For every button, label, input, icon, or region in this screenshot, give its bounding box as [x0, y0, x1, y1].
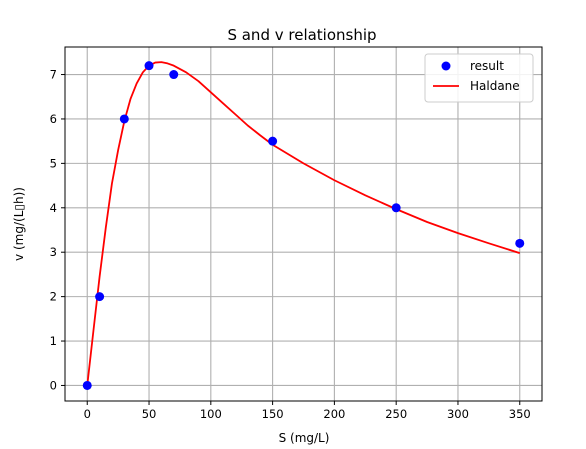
x-axis-label: S (mg/L) — [279, 431, 330, 445]
chart-title: S and v relationship — [227, 26, 376, 44]
x-tick-label: 0 — [84, 407, 91, 421]
x-tick-label: 50 — [142, 407, 157, 421]
x-tick-label: 100 — [200, 407, 222, 421]
y-tick-label: 0 — [50, 378, 57, 392]
data-point-result — [515, 238, 525, 248]
series-line-haldane — [86, 61, 521, 386]
ticks: 0 50 100 150 200 250 300 350 0 1 2 3 4 5 6 7 — [50, 68, 531, 421]
series-layer — [82, 61, 525, 390]
x-tick-label: 350 — [509, 407, 531, 421]
legend-label-result: result — [470, 59, 504, 73]
x-tick-label: 150 — [262, 407, 284, 421]
y-tick-label: 7 — [50, 68, 57, 82]
data-point-result — [95, 292, 105, 302]
y-axis-label: v (mg/(L▯h)) — [12, 187, 26, 261]
data-point-result — [82, 380, 92, 390]
legend-marker-result — [441, 61, 451, 71]
data-point-result — [119, 114, 129, 124]
x-tick-label: 250 — [385, 407, 407, 421]
data-point-result — [391, 203, 401, 213]
legend-label-haldane: Haldane — [470, 79, 520, 93]
y-tick-label: 4 — [50, 201, 57, 215]
y-tick-label: 6 — [50, 112, 57, 126]
y-tick-label: 2 — [50, 290, 57, 304]
data-point-result — [268, 136, 278, 146]
plot-frame — [64, 46, 543, 402]
data-point-result — [144, 61, 154, 71]
data-point-result — [169, 70, 179, 80]
x-tick-label: 300 — [447, 407, 469, 421]
legend: result Haldane — [424, 53, 534, 103]
y-tick-label: 3 — [50, 245, 57, 259]
legend-box — [424, 53, 534, 103]
x-tick-label: 200 — [323, 407, 345, 421]
y-tick-label: 1 — [50, 334, 57, 348]
y-tick-label: 5 — [50, 156, 57, 170]
